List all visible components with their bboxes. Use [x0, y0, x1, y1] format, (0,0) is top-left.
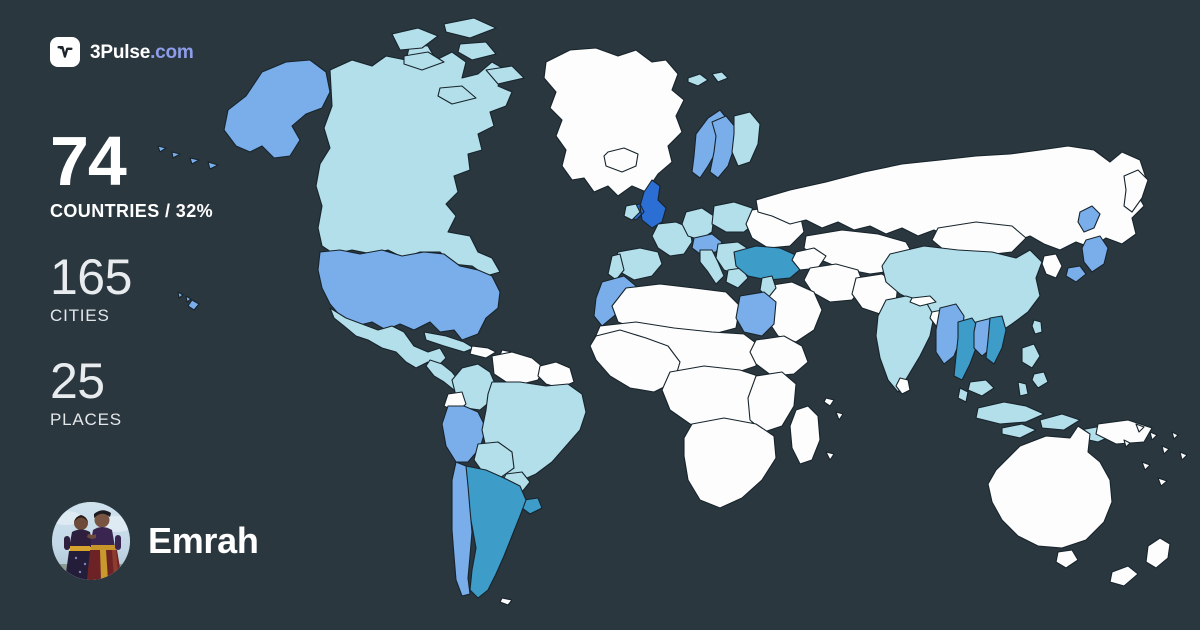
avatar[interactable] — [52, 502, 130, 580]
region-indonesia[interactable] — [976, 402, 1116, 452]
region-chile[interactable] — [452, 462, 472, 596]
region-bolivia[interactable] — [474, 442, 514, 478]
region-australia[interactable] — [988, 426, 1112, 548]
region-sri-lanka — [896, 378, 910, 394]
region-nepal-bhutan — [910, 296, 936, 306]
user-name: Emrah — [148, 520, 259, 561]
region-iran[interactable] — [804, 264, 864, 302]
region-madagascar[interactable] — [790, 406, 820, 464]
region-alps-austria[interactable] — [692, 234, 722, 254]
stat-places-value: 25 — [50, 352, 105, 409]
stats-block: 74 COUNTRIES / 32% 165 CITIES 25 PLACES — [50, 122, 214, 444]
region-southern-africa[interactable] — [684, 418, 776, 508]
region-tasmania — [1056, 550, 1078, 568]
region-japan[interactable] — [1066, 206, 1108, 282]
region-sweden[interactable] — [710, 116, 736, 178]
region-france[interactable] — [652, 222, 692, 256]
info-overlay: 3Pulse.com 74 COUNTRIES / 32% 165 CITIES… — [0, 0, 330, 630]
region-horn-of-africa[interactable] — [750, 336, 808, 376]
stat-cities: 165 CITIES — [50, 252, 213, 326]
region-malaysia[interactable] — [958, 380, 994, 402]
region-hispaniola — [470, 346, 496, 358]
region-korea[interactable] — [1042, 254, 1062, 278]
region-finland[interactable] — [732, 112, 760, 166]
stat-places: 25 PLACES — [50, 356, 213, 430]
region-east-africa[interactable] — [748, 372, 796, 432]
region-mongolia[interactable] — [932, 222, 1026, 256]
region-philippines[interactable] — [1018, 344, 1048, 396]
stat-countries-value: 74 — [50, 122, 127, 200]
stat-countries-label: COUNTRIES / 32% — [50, 200, 214, 221]
region-aleutians — [158, 146, 218, 169]
stat-places-label: PLACES — [50, 409, 122, 429]
brand-name: 3Pulse — [90, 41, 151, 63]
region-italy[interactable] — [700, 250, 724, 284]
user-identity[interactable]: Emrah — [52, 502, 259, 580]
region-hawaii[interactable] — [178, 292, 199, 310]
brand-tld: .com — [150, 41, 194, 63]
region-kamchatka — [1124, 170, 1148, 212]
region-vietnam[interactable] — [986, 316, 1006, 364]
region-egypt[interactable] — [736, 292, 776, 336]
region-iceland[interactable] — [604, 148, 638, 172]
region-peru[interactable] — [442, 406, 486, 462]
region-ireland[interactable] — [624, 204, 640, 220]
region-portugal[interactable] — [608, 254, 624, 280]
region-taiwan — [1032, 320, 1042, 334]
stat-countries: 74 COUNTRIES / 32% — [50, 122, 214, 222]
region-venezuela[interactable] — [492, 352, 544, 384]
region-falklands — [500, 598, 512, 605]
region-alaska[interactable] — [224, 60, 330, 158]
pulse-check-logo-icon — [50, 37, 80, 67]
stat-cities-label: CITIES — [50, 305, 110, 325]
region-canada[interactable] — [316, 44, 512, 276]
region-faroe-svalbard — [688, 72, 728, 86]
region-myanmar[interactable] — [936, 304, 964, 364]
region-pacific-islands — [1124, 424, 1187, 486]
region-indian-ocean-islands — [824, 398, 843, 460]
region-cuba[interactable] — [424, 332, 474, 352]
brand-wordmark: 3Pulse.com — [90, 43, 194, 62]
region-canadian-arctic — [392, 18, 524, 104]
brand-logo[interactable]: 3Pulse.com — [50, 37, 194, 67]
region-new-zealand[interactable] — [1110, 538, 1170, 586]
region-turkey[interactable] — [734, 246, 802, 280]
stat-cities-value: 165 — [50, 248, 132, 305]
